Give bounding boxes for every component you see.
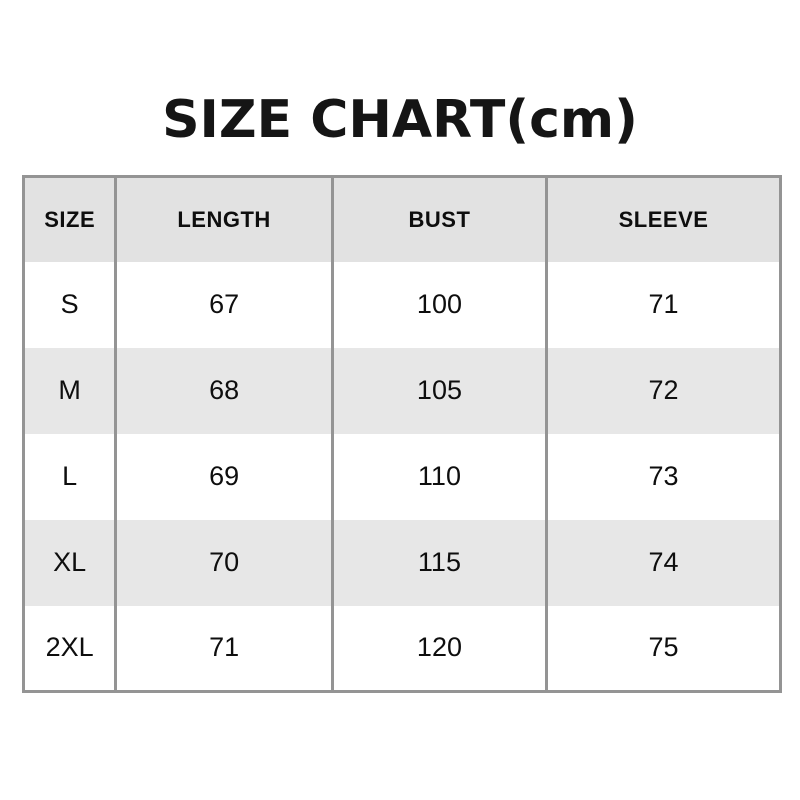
column-header-size: SIZE [44, 206, 96, 232]
bust-value: 110 [330, 433, 547, 520]
sleeve-value: 71 [545, 261, 781, 348]
table-row-m: M 68 105 72 [23, 347, 781, 434]
sleeve-value: 73 [545, 433, 781, 520]
length-value: 68 [114, 347, 333, 434]
table-row-l: L 69 110 73 [23, 433, 781, 520]
size-label: M [58, 375, 81, 405]
bust-value: 105 [330, 347, 547, 434]
table-row-2xl: 2XL 71 120 75 [23, 605, 781, 692]
table-row-s: S 67 100 71 [23, 261, 781, 348]
size-label: XL [53, 547, 87, 577]
length-value: 70 [114, 519, 333, 606]
column-header-length: LENGTH [114, 176, 333, 262]
sleeve-value: 74 [545, 519, 781, 606]
column-header-sleeve: SLEEVE [545, 176, 781, 262]
bust-value: 100 [330, 261, 547, 348]
column-header-bust: BUST [330, 176, 547, 262]
table-header-row: SIZE LENGTH BUST SLEEVE [23, 176, 781, 262]
page-title: SIZE CHART(cm) [162, 90, 638, 150]
sleeve-value: 75 [545, 605, 781, 692]
size-label: 2XL [45, 632, 94, 663]
table-row-xl: XL 70 115 74 [23, 519, 781, 606]
size-label: S [60, 289, 79, 319]
length-value: 69 [114, 433, 333, 520]
bust-value: 115 [330, 519, 547, 606]
length-value: 67 [114, 261, 333, 348]
bust-value: 120 [330, 605, 547, 692]
size-chart-table: SIZE LENGTH BUST SLEEVE S 67 100 71 M 68… [22, 175, 782, 693]
length-value: 71 [114, 605, 333, 692]
size-label: L [62, 461, 78, 491]
sleeve-value: 72 [545, 347, 781, 434]
